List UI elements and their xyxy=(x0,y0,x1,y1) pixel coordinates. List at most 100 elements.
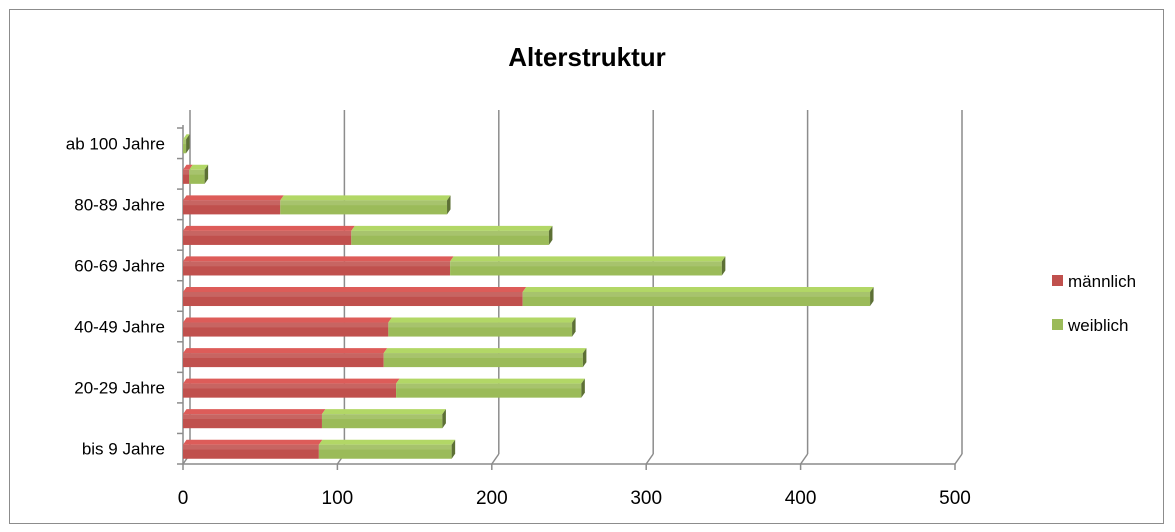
bar-top-face xyxy=(183,348,388,354)
bar-front-face xyxy=(396,383,582,398)
bar-top-face xyxy=(183,378,400,384)
y-category-label: 40-49 Jahre xyxy=(74,318,165,337)
bar-highlight xyxy=(183,383,397,389)
bar-weiblich xyxy=(388,317,576,337)
bar-top-face xyxy=(351,225,553,231)
bar-front-face xyxy=(183,291,523,307)
gridline-floor xyxy=(491,453,500,465)
bar-highlight xyxy=(388,322,573,328)
bar-front-face xyxy=(450,261,722,276)
bar-männlich xyxy=(183,378,400,398)
bar-front-face xyxy=(321,414,443,429)
bar-top-face xyxy=(450,256,726,262)
bar-männlich xyxy=(183,409,326,429)
bar-weiblich xyxy=(351,225,553,245)
bar-highlight xyxy=(189,169,205,175)
bar-top-face xyxy=(522,286,874,292)
labels: 0 100 200 300 400 500 bis 9 Jahre 20-29 Jahre 40… xyxy=(66,134,971,509)
bar-front-face xyxy=(183,230,352,245)
gridline-floor xyxy=(799,453,809,465)
bar-highlight xyxy=(183,230,352,236)
bar-weiblich xyxy=(183,134,190,154)
x-tick-label: 200 xyxy=(476,488,508,509)
bar-weiblich xyxy=(321,409,446,429)
bar-weiblich xyxy=(189,164,209,184)
bar-top-face xyxy=(183,439,323,445)
legend: männlich weiblich xyxy=(1052,272,1136,335)
y-category-label: 20-29 Jahre xyxy=(74,379,165,398)
bar-side-face xyxy=(548,225,553,245)
x-tick-label: 300 xyxy=(630,488,662,509)
bar-front-face xyxy=(388,322,573,337)
x-tick-label: 0 xyxy=(178,488,189,509)
bar-top-face xyxy=(183,195,284,201)
bar-side-face xyxy=(186,134,190,154)
bar-männlich xyxy=(183,164,193,184)
bar-highlight xyxy=(183,261,451,267)
bar-highlight xyxy=(450,261,722,267)
x-tick-label: 400 xyxy=(785,488,817,509)
bar-side-face xyxy=(581,378,585,398)
bar-side-face xyxy=(447,195,451,215)
bar-weiblich xyxy=(450,256,726,276)
bar-top-face xyxy=(388,317,576,323)
bar-top-face xyxy=(183,256,454,262)
bar-side-face xyxy=(204,164,209,184)
bar-front-face xyxy=(522,291,871,307)
bar-top-face xyxy=(318,439,456,445)
bar-weiblich xyxy=(280,195,451,215)
bar-highlight xyxy=(396,383,582,389)
bar-männlich xyxy=(183,195,284,215)
bar-männlich xyxy=(183,317,392,337)
bar-weiblich xyxy=(383,348,587,368)
bar-front-face xyxy=(189,169,205,184)
bar-front-face xyxy=(183,353,384,368)
bar-front-face xyxy=(183,139,187,154)
bar-front-face xyxy=(280,200,448,215)
bar-top-face xyxy=(183,286,527,292)
bar-top-face xyxy=(183,225,355,231)
bar-top-face xyxy=(396,378,585,384)
bar-highlight xyxy=(280,200,448,206)
bar-top-face xyxy=(183,134,190,140)
bar-highlight xyxy=(383,353,583,358)
y-category-label: 80-89 Jahre xyxy=(74,195,165,214)
bar-highlight xyxy=(183,353,384,358)
x-tick-label: 100 xyxy=(322,488,354,509)
bar-highlight xyxy=(183,169,190,175)
bar-front-face xyxy=(351,230,549,245)
legend-swatch xyxy=(1052,319,1063,330)
legend-label: männlich xyxy=(1068,272,1136,291)
y-category-label: 60-69 Jahre xyxy=(74,256,165,275)
bar-side-face xyxy=(870,286,874,307)
bar-highlight xyxy=(351,230,549,236)
bar-front-face xyxy=(183,169,190,184)
bar-top-face xyxy=(280,195,451,201)
bars xyxy=(183,134,874,459)
bar-top-face xyxy=(183,164,193,170)
bar-highlight xyxy=(183,414,322,420)
bar-highlight xyxy=(183,444,319,450)
bar-front-face xyxy=(183,200,281,215)
bar-front-face xyxy=(183,414,322,429)
legend-label: weiblich xyxy=(1067,316,1128,335)
bar-männlich xyxy=(183,286,527,307)
bar-front-face xyxy=(183,444,319,459)
bar-männlich xyxy=(183,225,355,245)
bar-top-face xyxy=(183,317,392,323)
bar-top-face xyxy=(383,348,587,354)
bar-front-face xyxy=(318,444,452,459)
bar-side-face xyxy=(572,317,576,337)
bar-side-face xyxy=(451,439,456,459)
bar-side-face xyxy=(721,256,726,276)
bar-top-face xyxy=(183,409,326,415)
bar-side-face xyxy=(582,348,587,368)
bar-highlight xyxy=(318,444,452,450)
bar-highlight xyxy=(183,291,523,297)
y-category-label: ab 100 Jahre xyxy=(66,134,165,153)
bar-weiblich xyxy=(396,378,585,398)
bar-front-face xyxy=(383,353,583,368)
bar-highlight xyxy=(183,200,281,206)
bar-weiblich xyxy=(318,439,456,459)
gridline-floor xyxy=(645,453,654,465)
